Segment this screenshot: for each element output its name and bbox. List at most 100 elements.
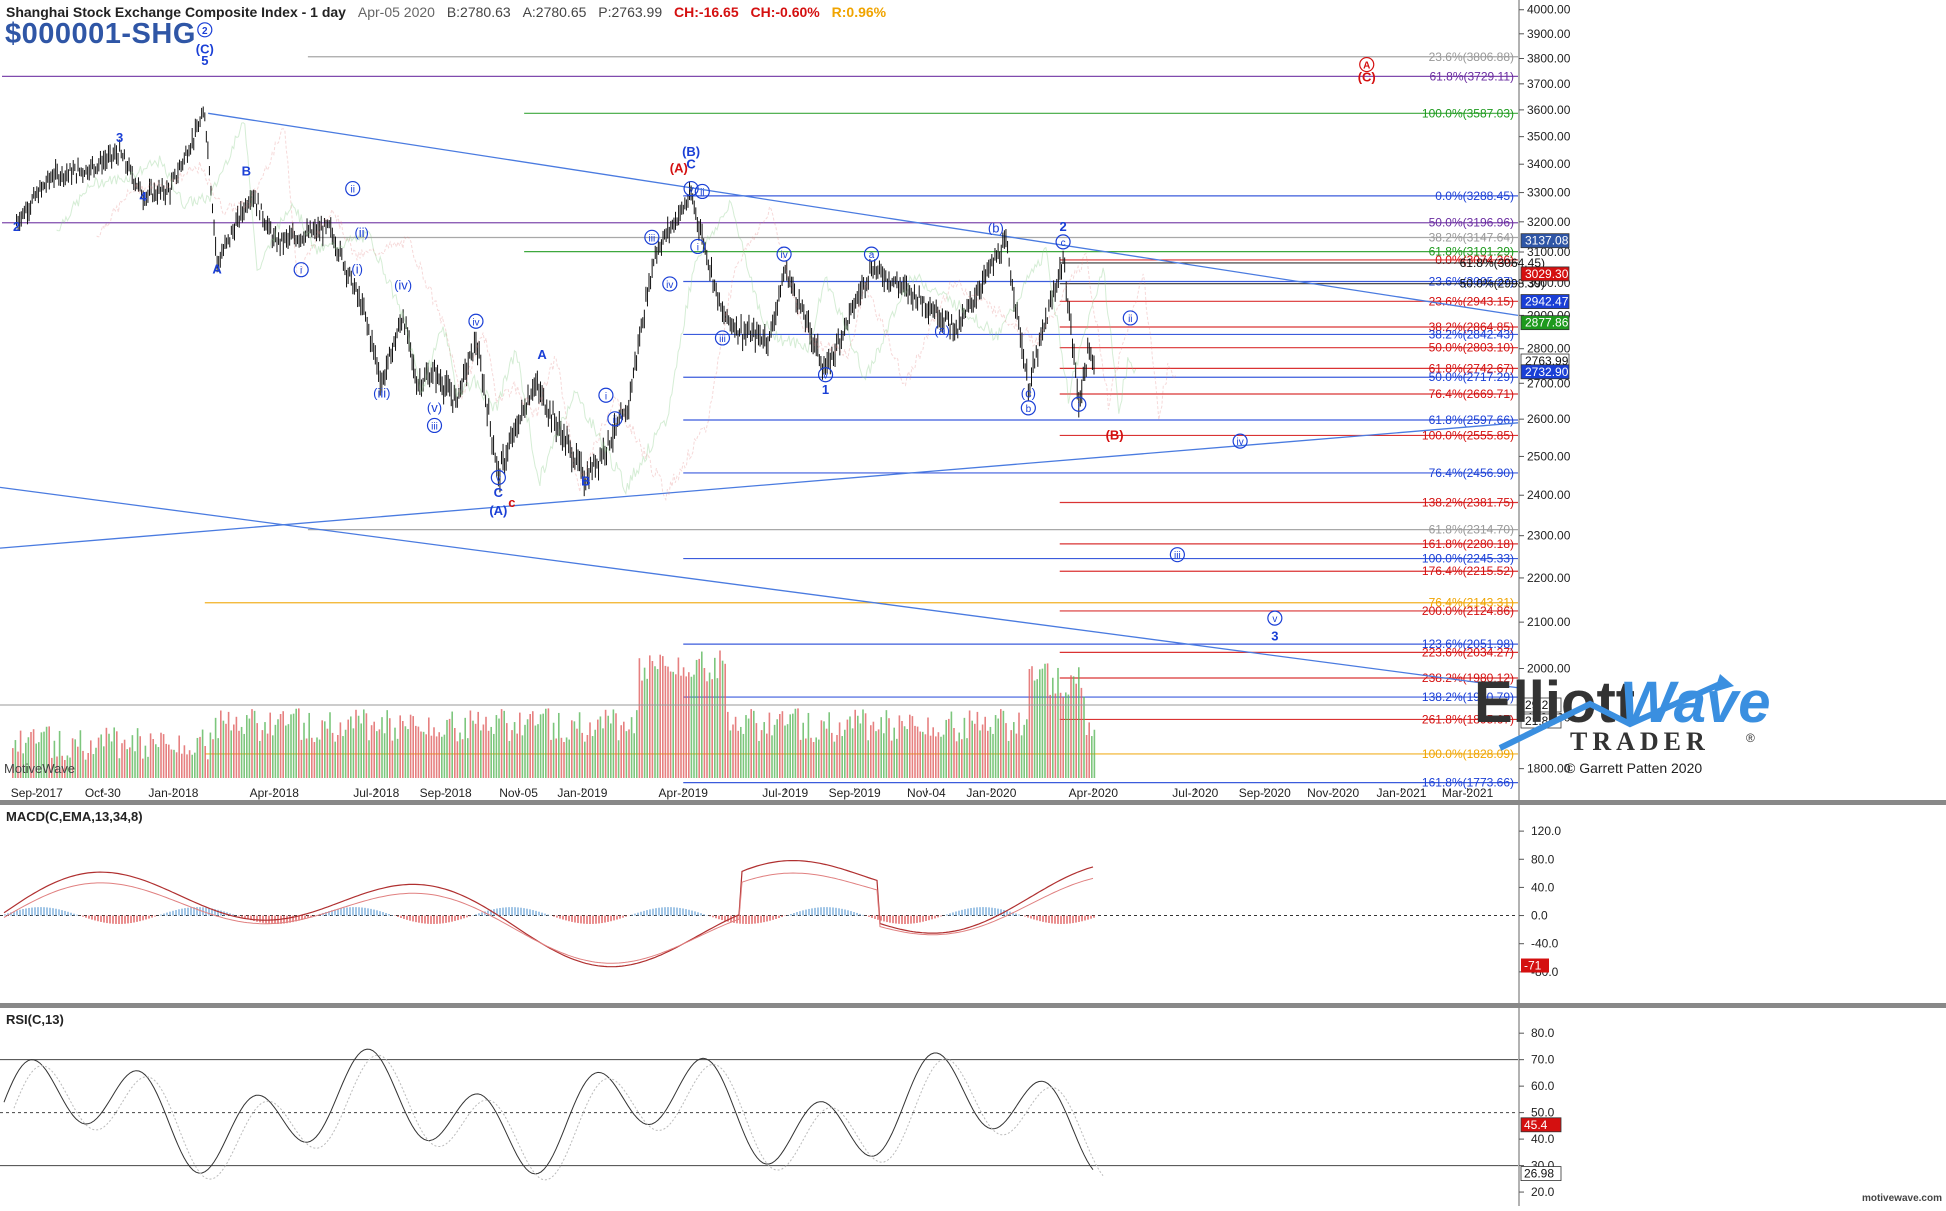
volume-bar: [545, 709, 547, 778]
volume-bar: [1003, 711, 1005, 778]
macd-bar: [385, 913, 387, 916]
macd-bar: [541, 913, 543, 916]
macd-bar: [25, 908, 27, 915]
volume-bar: [436, 736, 438, 778]
volume-bar: [444, 735, 446, 778]
volume-bar: [321, 720, 323, 778]
volume-bar: [587, 735, 589, 778]
volume-bar: [493, 734, 495, 778]
volume-bar: [197, 738, 199, 778]
volume-bar: [745, 715, 747, 778]
price-tag-label: 3137.08: [1525, 234, 1569, 248]
macd-bar: [631, 915, 633, 916]
rsi-title: RSI(C,13): [6, 1012, 64, 1027]
volume-bar: [1026, 719, 1028, 778]
fib-level-label: 76.4%(2669.71): [1429, 387, 1514, 401]
volume-bar: [540, 714, 542, 778]
macd-bar: [343, 908, 345, 916]
macd-bar: [205, 908, 207, 916]
wave-label: 3: [1271, 628, 1278, 643]
volume-bar: [1091, 736, 1093, 778]
volume-bar: [277, 719, 279, 778]
y-tick-label: 2300.00: [1527, 529, 1571, 543]
volume-bar: [384, 733, 386, 778]
volume-bar: [961, 739, 963, 778]
volume-bar: [165, 744, 167, 778]
macd-bar: [403, 916, 405, 919]
macd-bar: [442, 916, 444, 924]
macd-bar: [577, 916, 579, 923]
macd-bar: [52, 908, 54, 915]
volume-bar: [623, 722, 625, 778]
volume-bar: [854, 710, 856, 778]
macd-bar: [724, 916, 726, 921]
volume-bar: [529, 714, 531, 778]
watermark: MotiveWave: [4, 761, 75, 776]
x-tick-label: Nov-2020: [1307, 786, 1359, 800]
macd-bar: [178, 909, 180, 915]
macd-bar: [559, 916, 561, 919]
macd-bar: [256, 916, 258, 922]
volume-bar: [129, 747, 131, 778]
volume-bar: [1016, 734, 1018, 778]
macd-bar: [754, 916, 756, 924]
macd-bar: [676, 908, 678, 916]
volume-bar: [85, 760, 87, 778]
macd-bar: [73, 914, 75, 916]
volume-bar: [449, 719, 451, 778]
macd-bar: [568, 916, 570, 922]
macd-bar: [655, 908, 657, 915]
macd-y-tick-label: 40.0: [1531, 880, 1555, 894]
macd-bar: [715, 916, 717, 919]
macd-bar: [1048, 916, 1050, 923]
volume-bar: [425, 734, 427, 778]
volume-bar: [132, 735, 134, 778]
volume-bar: [225, 724, 227, 778]
wave-label: iii: [1174, 551, 1181, 562]
volume-bar: [735, 717, 737, 778]
volume-bar: [301, 740, 303, 778]
volume-bar: [1044, 664, 1046, 778]
macd-bar: [1063, 916, 1065, 924]
macd-bar: [67, 912, 69, 916]
macd-bar: [874, 916, 876, 919]
volume-bar: [470, 711, 472, 779]
wave-label: ii: [1128, 314, 1132, 325]
volume-bar: [756, 723, 758, 778]
volume-bar: [327, 729, 329, 778]
macd-bar: [556, 916, 558, 918]
volume-bar: [964, 718, 966, 778]
macd-bar: [439, 916, 441, 924]
price-tag-label: 2942.47: [1525, 295, 1569, 309]
x-tick-label: Jan-2021: [1376, 786, 1426, 800]
macd-bar: [823, 907, 825, 915]
volume-bar: [899, 715, 901, 778]
volume-bar: [501, 709, 503, 778]
macd-bar: [151, 916, 153, 918]
volume-bar: [654, 666, 656, 778]
volume-bar: [288, 724, 290, 778]
volume-bar: [566, 737, 568, 778]
volume-bar: [581, 733, 583, 778]
macd-bar: [796, 912, 798, 915]
macd-bar: [778, 916, 780, 918]
x-tick-label: Jul-2018: [353, 786, 399, 800]
y-tick-label: 2600.00: [1527, 412, 1571, 426]
rsi-y-tick-label: 80.0: [1531, 1026, 1555, 1040]
macd-bar: [505, 907, 507, 915]
macd-bar: [1024, 916, 1026, 917]
volume-bar: [1073, 676, 1075, 778]
macd-bar: [430, 916, 432, 924]
volume-bar: [358, 716, 360, 778]
volume-bar: [698, 659, 700, 778]
volume-bar: [953, 728, 955, 778]
macd-bar: [523, 908, 525, 915]
macd-bar: [712, 916, 714, 918]
wave-label: i: [605, 391, 607, 402]
macd-bar: [682, 908, 684, 915]
y-tick-label: 3400.00: [1527, 157, 1571, 171]
volume-bar: [649, 655, 651, 778]
x-tick-label: Jan-2019: [557, 786, 607, 800]
